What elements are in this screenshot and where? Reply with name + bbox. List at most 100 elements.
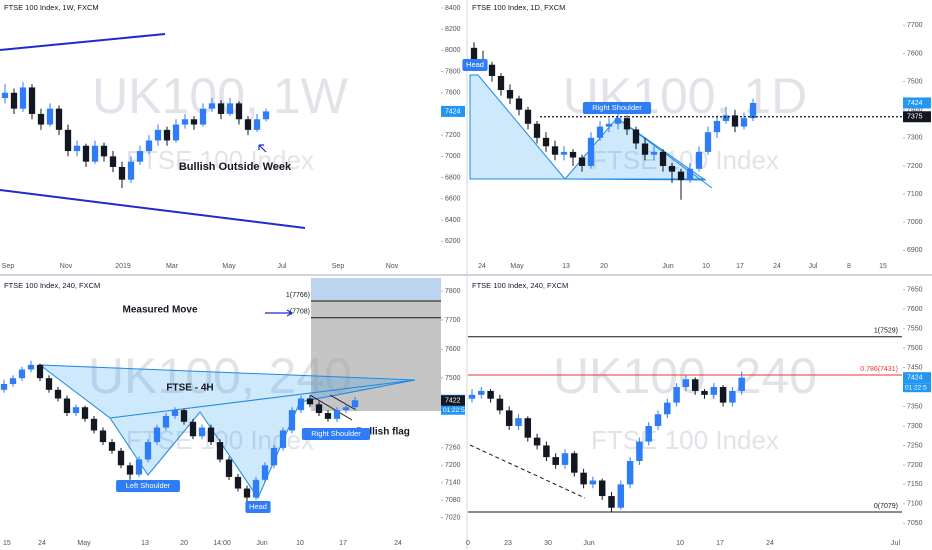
- candle-body: [324, 413, 332, 419]
- y-tick-label: 7100: [907, 191, 923, 198]
- price-tag-label: 7424: [445, 108, 461, 115]
- y-tick-label: 7300: [907, 135, 923, 142]
- neckline: [109, 379, 416, 419]
- x-tick-label: 23: [504, 540, 512, 547]
- candle-body: [533, 123, 541, 138]
- candle-body: [505, 410, 513, 426]
- y-tick-label: 7140: [445, 480, 461, 487]
- x-tick-label: 30: [544, 540, 552, 547]
- candle-body: [636, 441, 643, 462]
- candle-body: [729, 390, 736, 403]
- x-tick-label: 14:00: [213, 540, 231, 547]
- candle-body: [589, 480, 597, 485]
- candle-body: [626, 461, 634, 485]
- candle-body: [198, 427, 206, 437]
- candle-body: [99, 430, 107, 443]
- x-tick-label: Mar: [166, 263, 179, 270]
- y-tick-label: 7500: [445, 375, 461, 382]
- annotation: Right Shoulder: [311, 429, 361, 438]
- candle-body: [543, 445, 550, 458]
- y-tick-label: 7500: [907, 345, 923, 352]
- y-tick-label: 7200: [445, 132, 461, 139]
- y-tick-label: 7000: [445, 153, 461, 160]
- candle-body: [650, 151, 658, 155]
- candle-body: [235, 103, 243, 120]
- trend-line: [0, 33, 166, 51]
- pattern-shade: [38, 364, 416, 500]
- candle-body: [189, 421, 197, 437]
- candle-body: [73, 145, 81, 152]
- watermark: UK100, 1W: [92, 68, 348, 124]
- x-tick-label: Jul: [278, 263, 287, 270]
- annotation-box: [582, 102, 652, 114]
- x-tick-label: 15: [879, 263, 887, 270]
- y-tick-label: 7080: [445, 497, 461, 504]
- y-tick-label: 7650: [907, 287, 923, 294]
- candle-body: [524, 109, 532, 124]
- panel-header: FTSE 100 Index, 240, FXCM: [472, 281, 568, 290]
- candle-body: [117, 450, 125, 466]
- annotation-box: [301, 428, 371, 440]
- candle-body: [27, 364, 35, 370]
- panel-header: FTSE 100 Index, 1D, FXCM: [472, 3, 565, 12]
- countdown-box: [903, 383, 931, 393]
- candle-body: [552, 457, 559, 465]
- level-label: (7708): [290, 309, 310, 316]
- annotation: Left Shoulder: [126, 481, 171, 490]
- y-tick-label: 6400: [445, 217, 461, 224]
- x-tick-label: 13: [562, 263, 570, 270]
- candle-body: [542, 137, 550, 147]
- x-tick-label: 17: [736, 263, 744, 270]
- y-tick-label: 7500: [907, 78, 923, 85]
- candle-body: [749, 102, 757, 119]
- candle-body: [82, 145, 90, 162]
- candle-body: [100, 145, 108, 157]
- candle-body: [136, 151, 144, 162]
- x-tick-label: Sep: [332, 263, 345, 270]
- y-tick-label: 6600: [445, 196, 461, 203]
- candle-body: [686, 168, 694, 181]
- watermark-sub: FTSE 100 Index: [591, 145, 779, 175]
- candle-body: [632, 129, 640, 144]
- candle-body: [36, 364, 44, 379]
- candle-body: [580, 472, 587, 485]
- y-tick-label: 7700: [445, 317, 461, 324]
- x-tick-label: Jul: [891, 540, 900, 547]
- candle-body: [171, 410, 179, 416]
- candle-body: [561, 453, 569, 465]
- candle-body: [180, 410, 188, 422]
- candle-body: [63, 398, 71, 414]
- candle-body: [342, 407, 350, 411]
- y-tick-label: 7550: [907, 325, 923, 332]
- price-axis: [441, 0, 466, 256]
- y-tick-label: 7600: [445, 90, 461, 97]
- y-tick-label: 7600: [907, 50, 923, 57]
- candle-body: [46, 108, 54, 125]
- y-tick-label: 8200: [445, 26, 461, 33]
- candle-body: [351, 400, 359, 408]
- y-tick-label: 7050: [907, 520, 923, 527]
- candle-body: [225, 459, 233, 477]
- candle-body: [605, 123, 613, 127]
- candle-body: [659, 151, 667, 166]
- candle-body: [108, 442, 116, 451]
- price-axis: [903, 0, 932, 256]
- candle-body: [118, 166, 126, 180]
- candle-body: [181, 119, 189, 125]
- candle-body: [571, 453, 578, 473]
- x-tick-label: 10: [676, 540, 684, 547]
- candle-body: [253, 119, 261, 130]
- y-tick-label: 7800: [445, 68, 461, 75]
- y-tick-label: 8000: [445, 47, 461, 54]
- candle-body: [297, 398, 305, 411]
- candle-body: [710, 387, 718, 395]
- candle-body: [598, 480, 606, 497]
- candle-body: [72, 407, 80, 414]
- candle-body: [127, 161, 135, 180]
- candle-body: [470, 47, 478, 60]
- x-tick-label: 20: [600, 263, 608, 270]
- candle-body: [704, 132, 712, 152]
- x-tick-label: Jun: [256, 540, 267, 547]
